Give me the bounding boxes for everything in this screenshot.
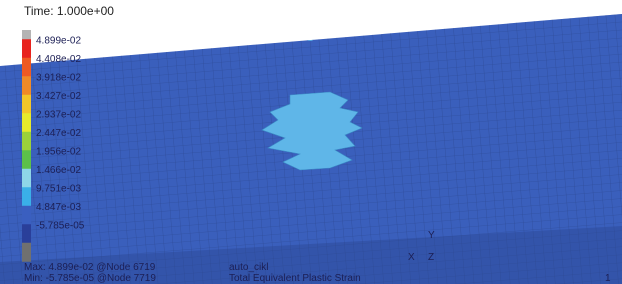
legend-label: 4.899e-02 (36, 35, 81, 46)
legend-swatch (22, 206, 31, 225)
page-number: 1 (605, 273, 611, 284)
legend-swatch (22, 58, 31, 77)
legend-swatch (22, 243, 31, 262)
legend-label: 1.466e-02 (36, 165, 81, 176)
legend-swatch (22, 169, 31, 188)
legend-label: 4.847e-03 (36, 202, 81, 213)
page: {"header": {"time": "Time: 1.000e+00"}, … (0, 0, 622, 284)
quantity-label: Total Equivalent Plastic Strain (229, 273, 361, 284)
legend-label: 3.918e-02 (36, 72, 81, 83)
triad-z: Z (428, 252, 434, 263)
legend-label: 2.937e-02 (36, 109, 81, 120)
legend-swatch (22, 30, 31, 40)
time-label: Time: 1.000e+00 (24, 4, 114, 18)
legend-swatch (22, 187, 31, 206)
viewport: Time: 1.000e+00 4.899e-02 4.408e-02 3.918e… (0, 0, 622, 284)
triad-y: Y (428, 230, 435, 241)
legend-label: -5.785e-05 (36, 220, 85, 231)
legend-label: 3.427e-02 (36, 91, 81, 102)
legend-label: 2.447e-02 (36, 128, 81, 139)
min-label: Min: -5.785e-05 @Node 7719 (24, 273, 156, 284)
legend-swatch (22, 95, 31, 114)
legend-swatch (22, 224, 31, 243)
legend-swatch (22, 76, 31, 95)
legend-label: 9.751e-03 (36, 183, 81, 194)
legend-swatch (22, 113, 31, 132)
legend-swatch (22, 150, 31, 169)
legend-label: 1.956e-02 (36, 146, 81, 157)
triad-x: X (408, 252, 415, 263)
case-label: auto_cikl (229, 262, 268, 273)
max-label: Max: 4.899e-02 @Node 6719 (24, 262, 156, 273)
legend-label: 4.408e-02 (36, 54, 81, 65)
legend-swatch (22, 39, 31, 58)
legend-swatch (22, 132, 31, 151)
